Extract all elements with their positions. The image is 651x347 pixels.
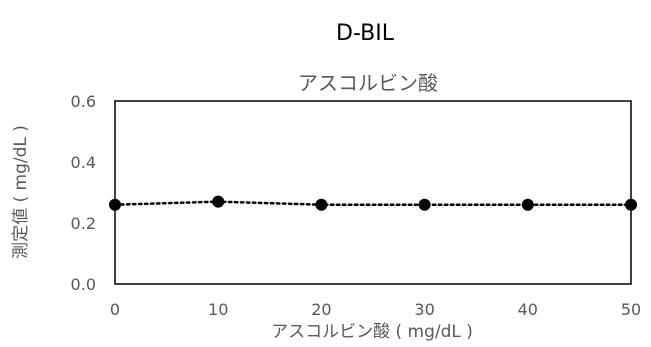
series-line: [113, 200, 633, 206]
x-axis-label: アスコルビン酸 ( mg/dL ): [271, 322, 473, 342]
data-series: [109, 195, 637, 211]
y-tick-label: 0.6: [71, 92, 96, 111]
x-tick-label: 40: [518, 300, 538, 319]
chart-title: D-BIL: [336, 21, 395, 46]
y-tick-label: 0.2: [71, 214, 96, 233]
data-point: [212, 195, 225, 208]
x-tick-label: 20: [311, 300, 331, 319]
data-point: [418, 198, 431, 211]
x-tick-label: 50: [621, 300, 641, 319]
data-point: [315, 198, 328, 211]
chart-subtitle: アスコルビン酸: [298, 71, 438, 95]
x-tick-label: 10: [208, 300, 228, 319]
x-tick-label: 0: [110, 300, 120, 319]
data-point: [521, 198, 534, 211]
y-axis-label: 測定値 ( mg/dL ): [11, 125, 31, 259]
plot-area: [114, 100, 632, 285]
y-tick-label: 0.4: [71, 153, 96, 172]
y-tick-labels: 0.0 0.2 0.4 0.6: [71, 92, 96, 294]
data-point: [109, 198, 121, 211]
x-tick-label: 30: [414, 300, 434, 319]
x-tick-labels: 0 10 20 30 40 50: [110, 300, 641, 319]
data-point: [625, 198, 637, 211]
y-tick-label: 0.0: [71, 275, 96, 294]
